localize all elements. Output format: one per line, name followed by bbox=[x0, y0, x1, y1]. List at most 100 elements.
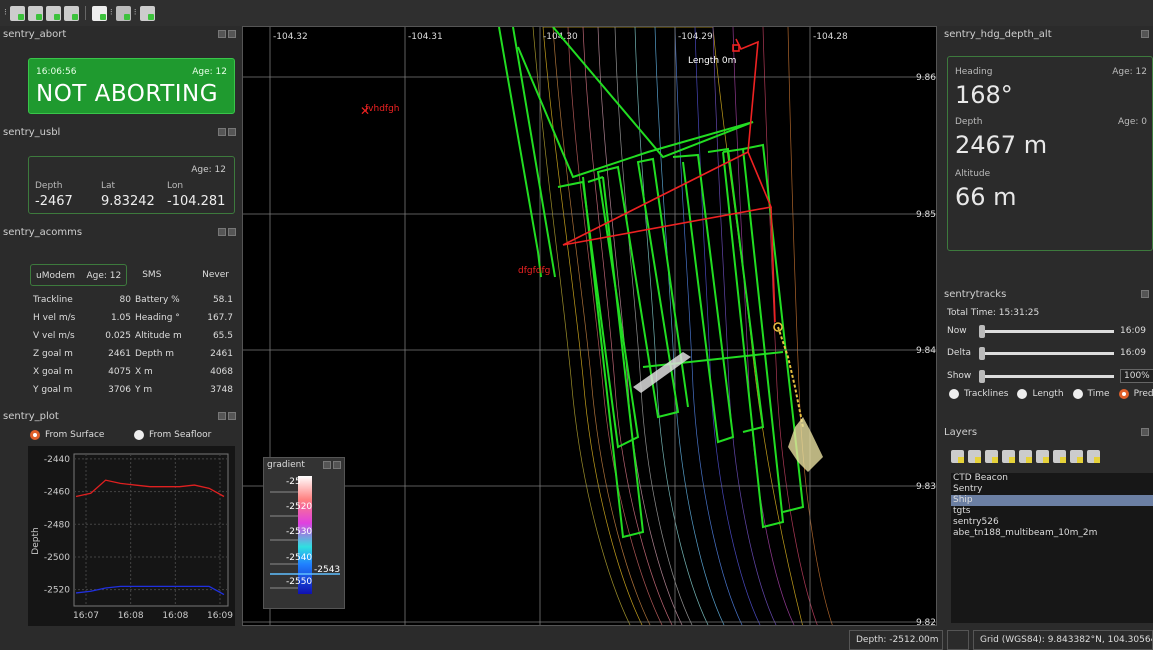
abort-status: NOT ABORTING bbox=[36, 81, 219, 107]
target-label[interactable]: fvhdfgh bbox=[365, 104, 400, 114]
survey-tracklines bbox=[498, 27, 805, 539]
show-slider[interactable]: Show 100% bbox=[947, 369, 1153, 383]
delta-slider[interactable]: Delta 16:09 bbox=[947, 346, 1146, 360]
layer-item[interactable]: Sentry bbox=[953, 484, 983, 494]
lat-tick: 9.86 bbox=[916, 73, 936, 83]
acomms-tabs: uModem Age: 12 SMS Never bbox=[30, 264, 234, 286]
slider-handle[interactable] bbox=[979, 324, 985, 338]
ship-icon[interactable] bbox=[633, 352, 691, 393]
slider-handle[interactable] bbox=[979, 346, 985, 360]
depth-label: Depth bbox=[955, 117, 983, 127]
abort-time: 16:06:56 bbox=[36, 67, 77, 77]
target-x-icon[interactable]: ✕ bbox=[360, 104, 370, 118]
layer-search-icon[interactable] bbox=[1087, 450, 1100, 463]
usbl-lon-label: Lon bbox=[167, 181, 184, 191]
layer-properties-icon[interactable] bbox=[1053, 450, 1066, 463]
show-value[interactable]: 100% bbox=[1120, 369, 1153, 383]
window-buttons bbox=[323, 461, 341, 469]
float-icon[interactable] bbox=[323, 461, 331, 469]
acomms-value: 4075 bbox=[108, 367, 131, 377]
layer-item[interactable]: sentry526 bbox=[953, 517, 999, 527]
usbl-lat-value: 9.83242 bbox=[101, 194, 155, 209]
from-surface-option[interactable]: From Surface bbox=[30, 430, 104, 440]
radio-icon[interactable] bbox=[1017, 389, 1028, 399]
tab-sms-label: SMS bbox=[142, 270, 162, 280]
radio-icon[interactable] bbox=[949, 389, 959, 399]
close-icon[interactable] bbox=[228, 30, 236, 38]
acomms-key: Altitude m bbox=[135, 331, 182, 341]
layer-up-icon[interactable] bbox=[985, 450, 998, 463]
close-icon[interactable] bbox=[228, 228, 236, 236]
map-view[interactable]: -104.32 -104.31 -104.30 -104.29 -104.28 … bbox=[242, 26, 937, 626]
target-label[interactable]: dfgfdfg bbox=[518, 266, 550, 276]
gradient-bar: -25 -2520 -2530 -2540 -2543 -2550 bbox=[270, 476, 340, 594]
tracks-title: sentrytracks bbox=[944, 289, 1007, 300]
layer-bottom-icon[interactable] bbox=[1036, 450, 1049, 463]
gradient-legend[interactable]: gradient bbox=[263, 457, 345, 609]
delta-label: Delta bbox=[947, 348, 972, 358]
stop-icon[interactable] bbox=[91, 5, 107, 21]
acomms-key: Y m bbox=[135, 385, 153, 395]
close-icon[interactable] bbox=[333, 461, 341, 469]
close-icon[interactable] bbox=[228, 412, 236, 420]
usbl-depth-value: -2467 bbox=[35, 194, 73, 209]
float-icon[interactable] bbox=[218, 412, 226, 420]
usbl-lon-value: -104.281 bbox=[167, 194, 226, 209]
radio-icon[interactable] bbox=[134, 430, 144, 440]
sentry-position-marker[interactable] bbox=[773, 322, 783, 332]
from-seafloor-option[interactable]: From Seafloor bbox=[134, 430, 211, 440]
hda-panel-title: sentry_hdg_depth_alt bbox=[941, 26, 1153, 44]
add-target-icon[interactable] bbox=[63, 5, 79, 21]
depth-age: Age: 0 bbox=[1117, 117, 1147, 127]
float-icon[interactable] bbox=[218, 30, 226, 38]
layer-item[interactable]: tgts bbox=[953, 506, 971, 516]
opt-tracklines[interactable]: Tracklines bbox=[964, 389, 1009, 399]
show-slider-track[interactable] bbox=[979, 369, 1114, 383]
y-tick-label: -2480 bbox=[44, 520, 70, 530]
radio-selected-icon[interactable] bbox=[30, 430, 40, 440]
delta-slider-track[interactable] bbox=[979, 346, 1114, 360]
float-icon[interactable] bbox=[1141, 30, 1149, 38]
add-vehicle-icon[interactable] bbox=[27, 5, 43, 21]
acomms-key: Trackline bbox=[33, 295, 73, 305]
slider-handle[interactable] bbox=[979, 369, 985, 383]
hda-title: sentry_hdg_depth_alt bbox=[944, 29, 1052, 40]
close-icon[interactable] bbox=[228, 128, 236, 136]
now-slider-track[interactable] bbox=[979, 324, 1114, 338]
add-layer-icon[interactable] bbox=[9, 5, 25, 21]
layers-list[interactable]: CTD Beacon Sentry Ship tgts sentry526 ab… bbox=[951, 473, 1153, 623]
tab-umodem-age: Age: 12 bbox=[86, 271, 122, 281]
bathymetry-contours bbox=[532, 27, 833, 625]
gradient-label: -2540 bbox=[286, 553, 312, 563]
opt-predict[interactable]: Predict bbox=[1133, 389, 1153, 399]
opt-length[interactable]: Length bbox=[1032, 389, 1064, 399]
add-ship-icon[interactable] bbox=[45, 5, 61, 21]
map-canvas[interactable]: -104.32 -104.31 -104.30 -104.29 -104.28 … bbox=[243, 27, 937, 626]
tab-sms[interactable]: SMS bbox=[137, 264, 166, 286]
layer-item[interactable]: CTD Beacon bbox=[953, 473, 1008, 483]
acomms-row: Trackline 80 Battery % 58.1 bbox=[33, 291, 233, 309]
add-layer-icon[interactable] bbox=[968, 450, 981, 463]
opt-time[interactable]: Time bbox=[1087, 389, 1110, 399]
add-grid-icon[interactable] bbox=[139, 5, 155, 21]
layer-item[interactable]: abe_tn188_multibeam_10m_2m bbox=[953, 528, 1098, 538]
layer-edit-icon[interactable] bbox=[1070, 450, 1083, 463]
radio-icon[interactable] bbox=[1072, 389, 1083, 399]
now-slider[interactable]: Now 16:09 bbox=[947, 324, 1146, 338]
track-display-options: Tracklines Length Time Predict bbox=[949, 389, 1153, 399]
remove-layer-icon[interactable] bbox=[951, 450, 964, 463]
float-icon[interactable] bbox=[218, 128, 226, 136]
radio-selected-icon[interactable] bbox=[1118, 389, 1129, 399]
tracks-panel-title: sentrytracks bbox=[941, 286, 1153, 304]
sentry-vehicle-icon[interactable] bbox=[788, 417, 823, 472]
layer-item-selected[interactable]: Ship bbox=[951, 495, 1153, 506]
float-icon[interactable] bbox=[218, 228, 226, 236]
layer-top-icon[interactable] bbox=[1019, 450, 1032, 463]
tab-umodem[interactable]: uModem Age: 12 bbox=[30, 264, 128, 286]
ruler-icon[interactable] bbox=[115, 5, 131, 21]
float-icon[interactable] bbox=[1141, 428, 1149, 436]
layer-down-icon[interactable] bbox=[1002, 450, 1015, 463]
from-surface-label: From Surface bbox=[45, 430, 105, 440]
float-icon[interactable] bbox=[1141, 290, 1149, 298]
usbl-lat-label: Lat bbox=[101, 181, 116, 191]
